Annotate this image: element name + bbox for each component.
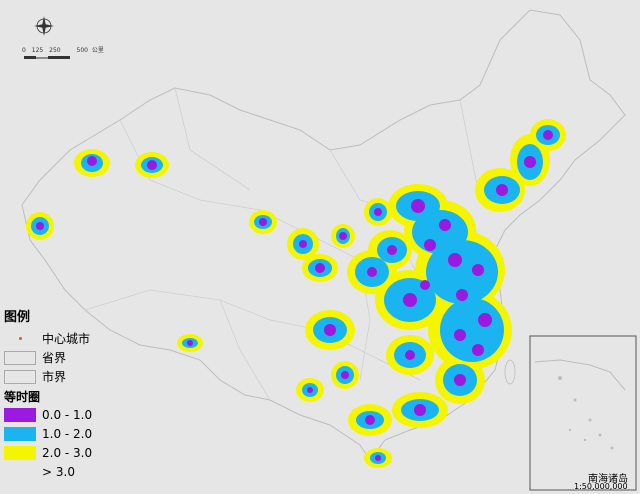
legend-band-2: 2.0 - 3.0 — [4, 443, 154, 462]
band-label-3: > 3.0 — [42, 464, 75, 479]
north-arrow-icon — [34, 16, 54, 36]
scale-tick-0: 0 — [22, 47, 26, 54]
province-border-swatch — [4, 350, 36, 365]
band-swatch-2 — [4, 445, 36, 460]
inset-scale: 1:50,000,000 — [574, 482, 628, 491]
band-label-1: 1.0 - 2.0 — [42, 426, 93, 441]
scale-tick-2: 250 — [49, 47, 61, 54]
legend-label-center-city: 中心城市 — [42, 332, 91, 346]
scale-unit: 公里 — [91, 47, 104, 54]
legend-title: 图例 — [4, 310, 31, 325]
scale-tick-3: 500 — [76, 47, 88, 54]
scale-bar — [24, 56, 70, 59]
center-city-dot-icon — [4, 332, 36, 346]
band-label-2: 2.0 - 3.0 — [42, 445, 93, 460]
band-swatch-3 — [4, 464, 36, 479]
map-legend: 图例 中心城市 省界 市界 等时圈 0.0 - 1.0 1.0 - 2.0 2.… — [4, 306, 154, 481]
inset-frame — [529, 335, 637, 491]
scale-bar-labels: 0 125 250 500 公里 — [22, 45, 104, 54]
legend-row-province: 省界 — [4, 348, 154, 367]
inset-islands — [558, 376, 614, 450]
taiwan-island — [504, 359, 516, 385]
legend-band-0: 0.0 - 1.0 — [4, 405, 154, 424]
legend-label-city: 市界 — [42, 370, 67, 384]
legend-row-center-city: 中心城市 — [4, 329, 154, 348]
legend-label-province: 省界 — [42, 351, 67, 365]
band-swatch-1 — [4, 426, 36, 441]
band-swatch-0 — [4, 407, 36, 422]
legend-band-1: 1.0 - 2.0 — [4, 424, 154, 443]
isochrone-title: 等时圈 — [4, 390, 41, 404]
scale-tick-1: 125 — [31, 47, 44, 54]
city-border-swatch — [4, 369, 36, 384]
legend-band-3: > 3.0 — [4, 462, 154, 481]
band-label-0: 0.0 - 1.0 — [42, 407, 93, 422]
legend-row-city: 市界 — [4, 367, 154, 386]
isochrone-layer — [26, 119, 566, 468]
inset-title: 南海诸岛 — [588, 474, 628, 485]
inset-coast — [534, 359, 626, 391]
